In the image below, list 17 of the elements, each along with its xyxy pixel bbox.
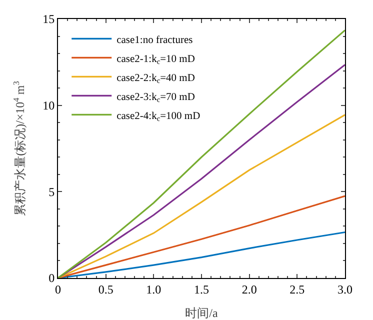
x-tick-label: 2.0 (242, 282, 257, 296)
y-tick-label: 15 (42, 12, 55, 26)
x-tick-label: 2.5 (290, 282, 305, 296)
x-tick-label: 0.5 (98, 282, 114, 296)
x-tick-label: 3.0 (338, 282, 352, 296)
x-axis-title: 时间/a (185, 306, 218, 320)
x-tick-label: 1.5 (194, 282, 209, 296)
x-tick-label: 1.0 (146, 282, 162, 296)
line-series (58, 195, 345, 278)
legend-label: case2-3:k$_{c}$=70 mD (116, 92, 196, 104)
legend-label: case2-2:k$_{c}$=40 mD (116, 72, 196, 85)
legend-label: case2-4:k$_{c}$=100 mD (116, 110, 201, 123)
y-tick-label: 10 (42, 98, 55, 113)
legend-label: case2-1:k$_{c}$=10 mD (116, 54, 196, 66)
y-tick-label: 0 (48, 271, 55, 286)
legend-label: case1:no fractures (116, 34, 193, 46)
y-tick-label: 5 (48, 184, 55, 199)
